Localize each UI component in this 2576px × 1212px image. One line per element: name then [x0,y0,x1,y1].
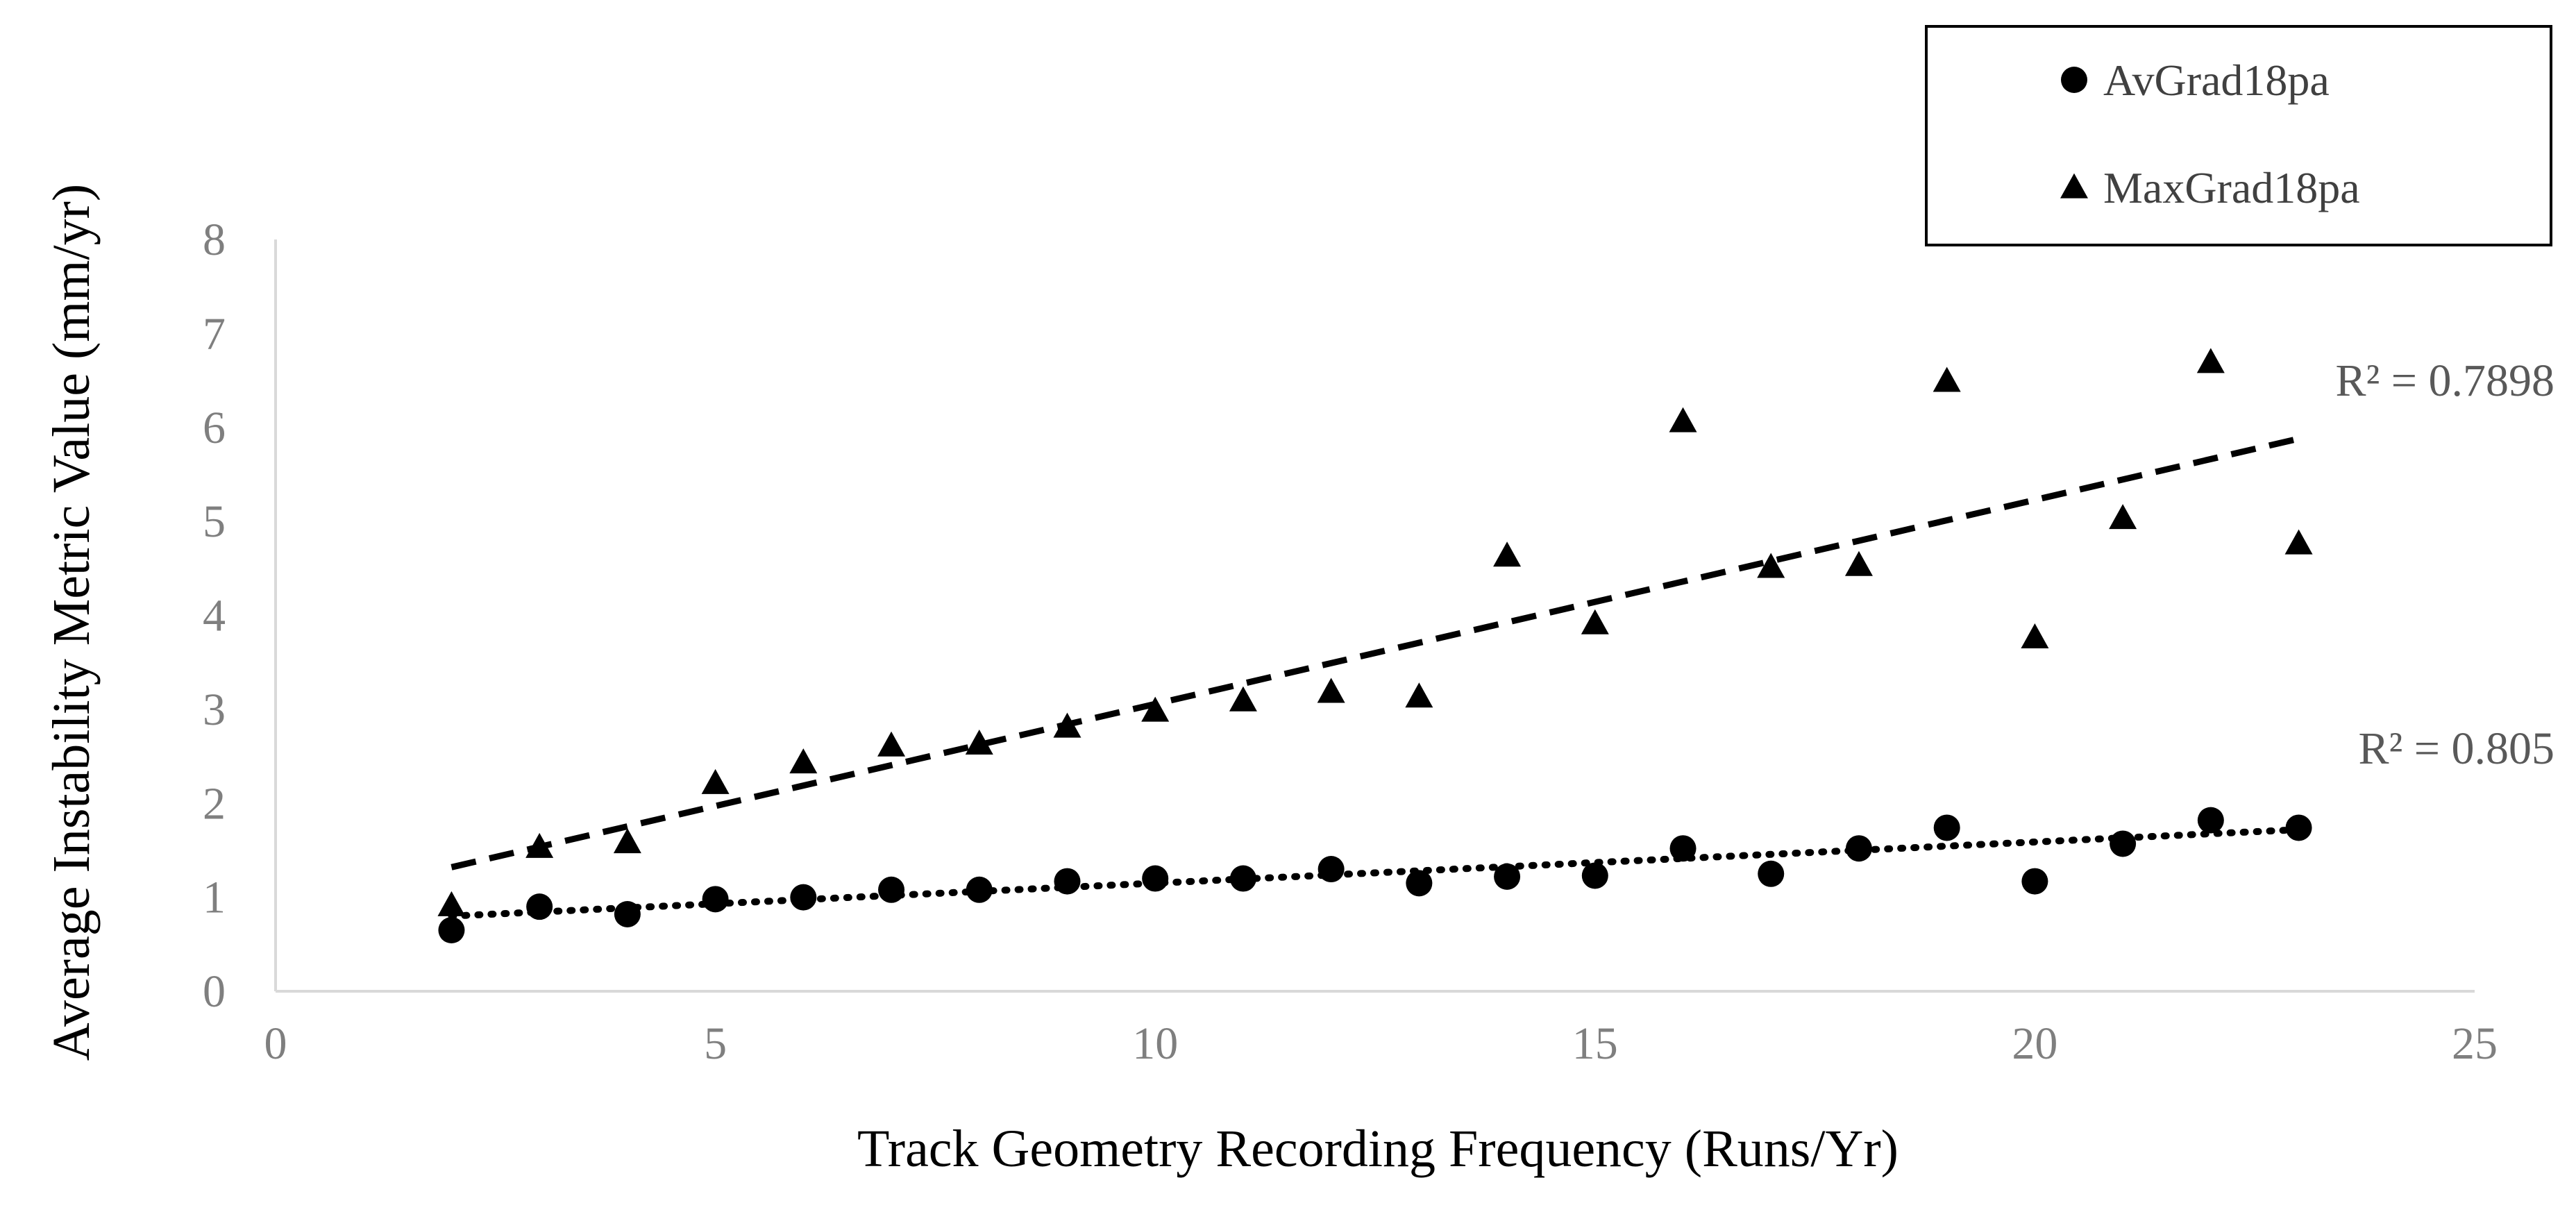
point-MaxGrad18pa [1844,550,1873,576]
point-AvGrad18pa [2021,868,2048,895]
x-tick-label: 15 [1572,1018,1618,1069]
y-axis-title: Average Instability Metric Value (mm/yr) [42,184,101,1061]
legend: AvGrad18pa MaxGrad18pa [1925,25,2552,246]
data-marks [437,348,2313,944]
point-AvGrad18pa [526,893,553,920]
y-tick-label: 2 [203,778,226,829]
point-AvGrad18pa [1933,814,1960,841]
point-AvGrad18pa [1318,856,1345,883]
point-MaxGrad18pa [1141,696,1170,722]
y-tick-label: 6 [203,403,226,453]
point-AvGrad18pa [1229,865,1256,892]
point-AvGrad18pa [1758,860,1785,887]
point-AvGrad18pa [1494,863,1521,890]
legend-label-AvGrad18pa: AvGrad18pa [2103,56,2330,105]
legend-box [1925,25,2552,246]
point-MaxGrad18pa [1053,712,1081,738]
legend-marker-MaxGrad18pa [2060,173,2088,199]
point-MaxGrad18pa [613,828,641,854]
point-MaxGrad18pa [1757,553,1785,578]
point-AvGrad18pa [966,876,993,903]
r-squared-labels: R² = 0.805 R² = 0.7898 [2335,355,2554,774]
point-MaxGrad18pa [1933,367,1961,392]
x-tick-label: 10 [1132,1018,1178,1069]
legend-label-MaxGrad18pa: MaxGrad18pa [2103,163,2360,212]
point-AvGrad18pa [2197,807,2224,834]
point-AvGrad18pa [790,884,817,911]
y-tick-label: 4 [203,591,226,641]
point-MaxGrad18pa [965,729,993,755]
point-MaxGrad18pa [2284,529,2313,555]
y-tick-label: 1 [203,873,226,923]
point-AvGrad18pa [702,886,729,913]
point-AvGrad18pa [878,876,905,903]
x-tick-label: 5 [704,1018,727,1069]
r-squared-label-MaxGrad18pa: R² = 0.7898 [2335,355,2554,406]
y-tick-label: 3 [203,684,226,735]
point-AvGrad18pa [1142,865,1169,892]
point-AvGrad18pa [1581,862,1608,889]
point-AvGrad18pa [1845,835,1872,862]
axes: 0 1 2 3 4 5 6 7 8 0 5 10 15 20 25 [203,214,2498,1069]
point-MaxGrad18pa [701,768,730,794]
x-axis-title: Track Geometry Recording Frequency (Runs… [857,1120,1899,1178]
x-tick-label: 25 [2452,1018,2498,1069]
trendline-MaxGrad18pa [451,435,2300,870]
r-squared-label-AvGrad18pa: R² = 0.805 [2358,723,2554,774]
point-AvGrad18pa [614,900,641,927]
trendlines [448,435,2303,920]
y-tick-label: 0 [203,966,226,1017]
point-AvGrad18pa [2285,814,2312,841]
point-MaxGrad18pa [877,731,906,757]
point-AvGrad18pa [1669,835,1697,862]
y-tick-label: 8 [203,214,226,265]
point-MaxGrad18pa [1229,686,1257,712]
legend-marker-AvGrad18pa [2061,67,2087,93]
point-MaxGrad18pa [2109,504,2137,530]
x-tick-label: 20 [2012,1018,2057,1069]
point-AvGrad18pa [1406,870,1433,897]
y-tick-label: 7 [203,308,226,359]
point-MaxGrad18pa [1405,682,1433,708]
x-tick-label: 0 [264,1018,287,1069]
y-tick-label: 5 [203,496,226,547]
point-AvGrad18pa [438,917,465,944]
point-MaxGrad18pa [437,891,466,916]
point-MaxGrad18pa [1581,609,1609,634]
point-MaxGrad18pa [1493,541,1522,567]
point-MaxGrad18pa [1317,677,1345,703]
trendline-AvGrad18pa [448,826,2303,920]
point-AvGrad18pa [1054,868,1081,895]
point-MaxGrad18pa [789,748,818,774]
point-MaxGrad18pa [525,832,554,858]
point-MaxGrad18pa [1669,407,1697,432]
point-AvGrad18pa [2110,830,2137,857]
point-MaxGrad18pa [2021,623,2049,649]
point-MaxGrad18pa [2196,348,2225,373]
